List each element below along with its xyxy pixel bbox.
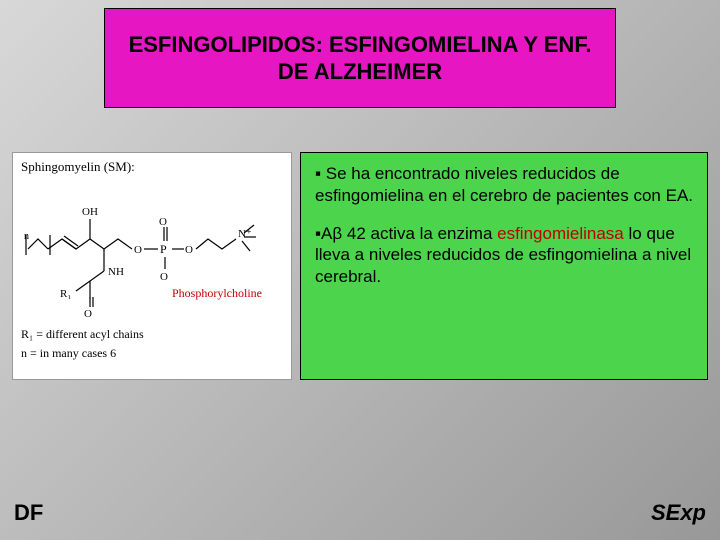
o-top: O [159, 216, 167, 228]
footer-right: SExp [651, 500, 706, 526]
phosphorylcholine-label: Phosphorylcholine [172, 286, 262, 300]
diagram-footnotes: R₁ = different acyl chains n = in many c… [21, 325, 283, 363]
o-dbl1: O [160, 271, 168, 283]
n-plus: N⁺ [238, 228, 252, 240]
svg-text:O: O [185, 244, 193, 256]
molecule-diagram-panel: Sphingomyelin (SM): n OH NH [12, 152, 292, 380]
oh-label: OH [82, 206, 98, 218]
footnote-n: n = in many cases 6 [21, 344, 283, 363]
svg-text:P: P [160, 242, 167, 256]
bullet-1: ▪ Se ha encontrado niveles reducidos de … [315, 163, 693, 207]
bullet-2-lead: Aβ 42 activa la enzima [321, 224, 497, 243]
bullet-2: ▪Aβ 42 activa la enzima esfingomielinasa… [315, 223, 693, 288]
svg-text:O: O [134, 244, 142, 256]
title-panel: ESFINGOLIPIDOS: ESFINGOMIELINA Y ENF. DE… [104, 8, 616, 108]
footnote-r1: R₁ = different acyl chains [21, 325, 283, 344]
molecule-name: Sphingomyelin (SM): [21, 159, 283, 175]
bullet-1-prefix: ▪ [315, 164, 326, 183]
nh-label: NH [108, 266, 124, 278]
content-panel: ▪ Se ha encontrado niveles reducidos de … [300, 152, 708, 380]
bullet-2-highlight: esfingomielinasa [497, 224, 624, 243]
bullet-1-text: Se ha encontrado niveles reducidos de es… [315, 164, 693, 205]
o-dbl2: O [84, 308, 92, 319]
slide-title: ESFINGOLIPIDOS: ESFINGOMIELINA Y ENF. DE… [125, 31, 595, 86]
r1-label: R₁ [60, 288, 71, 300]
footer-left: DF [14, 500, 43, 526]
sphingomyelin-structure: n OH NH O R₁ O [22, 179, 282, 319]
